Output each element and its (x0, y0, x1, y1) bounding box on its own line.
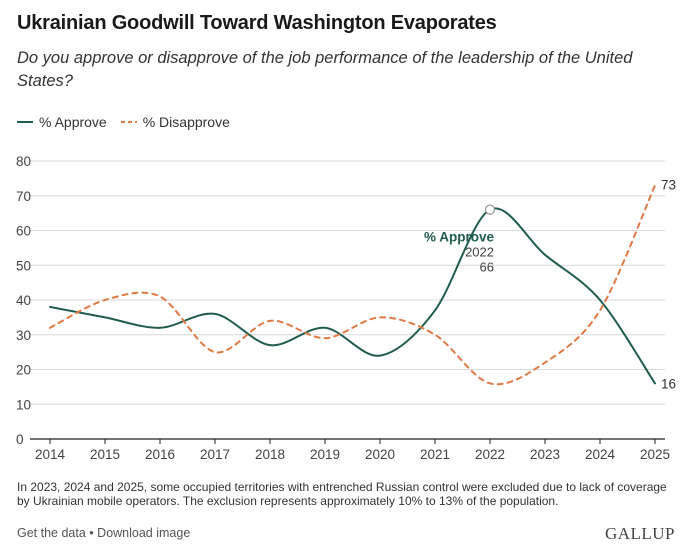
link-separator: • (89, 526, 93, 540)
x-tick-label: 2022 (475, 447, 505, 462)
x-tick-label: 2018 (255, 447, 285, 462)
x-tick-label: 2021 (420, 447, 450, 462)
y-tick-label: 10 (16, 397, 31, 412)
line-chart: 0 10 20 30 40 50 60 70 80 2014 2015 2016 2017 2018 201… (0, 0, 692, 480)
annotation-marker (486, 205, 495, 214)
end-label-approve: 16 (661, 376, 676, 391)
download-image-link[interactable]: Download image (97, 526, 190, 540)
y-tick-label: 0 (16, 432, 24, 447)
footnote: In 2023, 2024 and 2025, some occupied te… (17, 481, 667, 508)
y-tick-label: 50 (16, 258, 31, 273)
annotation-year: 2022 (465, 245, 494, 260)
x-tick-label: 2023 (530, 447, 560, 462)
x-tick-label: 2020 (365, 447, 395, 462)
x-tick-label: 2024 (585, 447, 616, 462)
gallup-logo: GALLUP (605, 524, 675, 544)
annotation-series-label: % Approve (424, 230, 495, 245)
series-line-approve (50, 208, 655, 383)
x-tick-label: 2019 (310, 447, 340, 462)
y-tick-label: 20 (16, 363, 31, 378)
series-line-disapprove (50, 185, 655, 384)
x-tick-label: 2016 (145, 447, 175, 462)
footer-links: Get the data • Download image (17, 526, 190, 540)
y-tick-label: 70 (16, 189, 31, 204)
x-tick-label: 2014 (35, 447, 66, 462)
annotation-value: 66 (480, 260, 494, 275)
y-tick-label: 40 (16, 293, 31, 308)
get-data-link[interactable]: Get the data (17, 526, 86, 540)
y-tick-label: 80 (16, 154, 31, 169)
end-label-disapprove: 73 (661, 177, 676, 192)
x-tick-label: 2017 (200, 447, 230, 462)
x-tick-label: 2025 (640, 447, 670, 462)
x-tick-label: 2015 (90, 447, 120, 462)
y-tick-label: 60 (16, 224, 31, 239)
y-tick-label: 30 (16, 328, 31, 343)
